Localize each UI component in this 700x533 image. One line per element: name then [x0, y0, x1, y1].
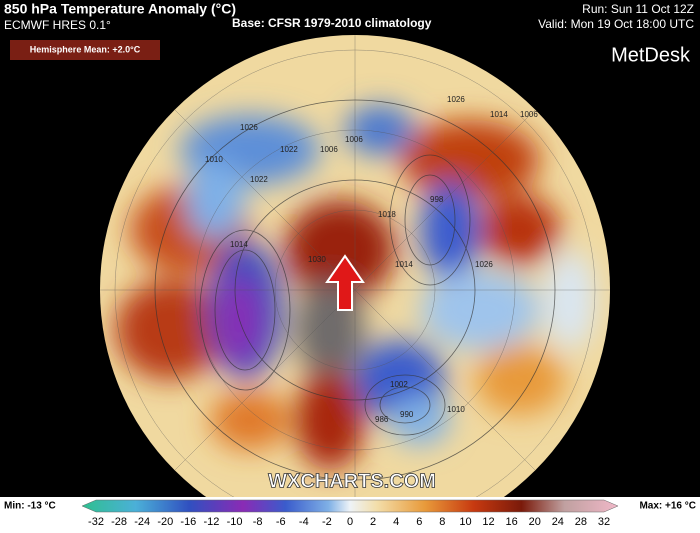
legend-tick-label: 32 [598, 516, 610, 528]
watermark: WXCHARTS.COM [268, 470, 436, 492]
legend-tick-label: 2 [370, 516, 376, 528]
badge-box [10, 40, 160, 60]
legend-tick-label: -4 [299, 516, 309, 528]
isobar-label: 1014 [610, 275, 628, 284]
legend-tick-label: 16 [506, 516, 518, 528]
isobar-label: 1026 [240, 123, 258, 132]
isobar-label: 1026 [447, 95, 465, 104]
run: Run: Sun 11 Oct 12Z [582, 2, 694, 16]
isobar-label: 986 [375, 415, 389, 424]
color-scale [81, 499, 619, 513]
legend-tick-label: 24 [552, 516, 564, 528]
legend-tick-label: -8 [253, 516, 263, 528]
base: Base: CFSR 1979-2010 climatology [232, 16, 432, 30]
isobar-label: 1030 [308, 255, 326, 264]
isobar-label: 1022 [280, 145, 298, 154]
isobar-label: 1022 [250, 175, 268, 184]
valid: Valid: Mon 19 Oct 18:00 UTC [538, 17, 694, 31]
globe: 1010 1026 1022 1010 1022 1014 1014 1006 … [60, 35, 628, 533]
legend-tick-label: 0 [347, 516, 353, 528]
isobar-label: 1026 [475, 260, 493, 269]
isobar-label: 998 [430, 195, 444, 204]
legend-tick-label: -16 [180, 516, 196, 528]
brand: MetDesk [611, 44, 691, 66]
isobar-label: 1010 [205, 155, 223, 164]
isobar-label: 1010 [165, 55, 183, 64]
legend-tick-label: 4 [393, 516, 399, 528]
legend-tick-label: -2 [322, 516, 332, 528]
legend-tick-label: 6 [416, 516, 422, 528]
legend-tick-label: 28 [575, 516, 587, 528]
legend-tick-label: -20 [157, 516, 173, 528]
legend-tick-label: 8 [439, 516, 445, 528]
legend-tick-label: -28 [111, 516, 127, 528]
isobar-label: 990 [400, 410, 414, 419]
isobar-label: 1006 [520, 110, 538, 119]
legend-tick-label: 10 [459, 516, 471, 528]
legend-tick-label: -10 [227, 516, 243, 528]
legend-max: Max: +16 °C [639, 501, 696, 512]
legend-tick-label: -12 [204, 516, 220, 528]
isobar-label: 1014 [490, 110, 508, 119]
legend-ticks: -32 -28 -24 -20 -16 -12 -10 -8 -6 -4 -2 0 2 4 6 8 10 12 16… [88, 516, 610, 528]
highlight-arrow [325, 254, 365, 311]
legend-min: Min: -13 °C [4, 501, 56, 512]
legend-tick-label: -6 [276, 516, 286, 528]
legend-tick-label: -32 [88, 516, 104, 528]
legend-tick-label: -24 [134, 516, 150, 528]
model: ECMWF HRES 0.1° [4, 18, 111, 32]
legend-tick-label: 20 [529, 516, 541, 528]
isobar-label: 1014 [395, 260, 413, 269]
isobar-label: 1010 [447, 405, 465, 414]
isobar-label: 1010 [598, 200, 616, 209]
isobar-label: 1014 [60, 250, 78, 259]
isobar-label: 1018 [378, 210, 396, 219]
title: 850 hPa Temperature Anomaly (°C) [4, 1, 236, 17]
isobar-label: 1002 [390, 380, 408, 389]
isobar-label: 1006 [320, 145, 338, 154]
badge: Hemisphere Mean: +2.0°C [30, 44, 141, 54]
legend-tick-label: 12 [482, 516, 494, 528]
isobar-label: 1006 [345, 135, 363, 144]
isobar-label: 1014 [230, 240, 248, 249]
